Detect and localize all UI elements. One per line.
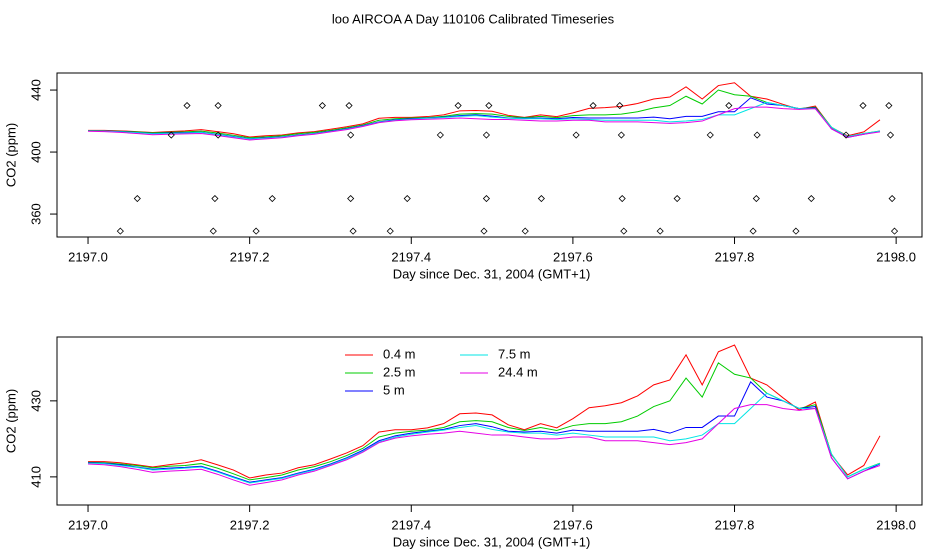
point — [167, 131, 175, 139]
series-line — [88, 404, 881, 486]
point — [268, 194, 276, 203]
x-tick-label: 2197.0 — [68, 249, 108, 264]
point — [537, 194, 545, 203]
legend-label: 7.5 m — [498, 346, 531, 361]
y-axis-label: CO2 (ppm) — [3, 123, 18, 187]
point — [752, 194, 760, 203]
point — [183, 101, 191, 110]
x-tick-label: 2198.0 — [876, 249, 916, 264]
point — [572, 131, 580, 139]
point — [252, 227, 260, 235]
point — [214, 101, 222, 110]
x-axis-label: Day since Dec. 31, 2004 (GMT+1) — [393, 534, 591, 549]
series-line — [88, 101, 881, 140]
x-tick-label: 2197.8 — [715, 517, 755, 532]
legend-label: 5 m — [383, 382, 405, 397]
x-tick-label: 2198.0 — [876, 517, 916, 532]
point — [656, 227, 664, 235]
point — [454, 101, 462, 110]
point — [485, 101, 493, 110]
point — [725, 101, 733, 110]
series-line — [88, 82, 881, 138]
series-line — [88, 381, 881, 483]
point — [345, 101, 353, 110]
point — [209, 227, 217, 235]
plot-frame — [56, 336, 923, 506]
x-tick-label: 2197.6 — [553, 249, 593, 264]
point — [617, 131, 625, 139]
x-tick-label: 2197.2 — [230, 517, 270, 532]
legend-label: 0.4 m — [383, 346, 416, 361]
point — [347, 194, 355, 203]
point — [521, 227, 529, 235]
point — [859, 101, 867, 110]
point — [753, 131, 761, 139]
point — [888, 194, 896, 203]
point — [618, 194, 626, 203]
point — [482, 194, 490, 203]
point — [842, 131, 850, 139]
x-tick-label: 2197.6 — [553, 517, 593, 532]
x-tick-label: 2197.0 — [68, 517, 108, 532]
point — [890, 227, 899, 235]
point — [116, 227, 124, 235]
chart-title: loo AIRCOA A Day 110106 Calibrated Times… — [332, 11, 615, 26]
legend-label: 24.4 m — [498, 364, 538, 379]
point — [749, 227, 757, 235]
point — [133, 194, 141, 203]
y-tick-label: 400 — [28, 141, 43, 163]
series-line — [88, 97, 881, 140]
y-tick-label: 430 — [28, 390, 43, 412]
point — [318, 101, 326, 110]
point — [706, 131, 714, 139]
point — [673, 194, 681, 203]
x-axis-label: Day since Dec. 31, 2004 (GMT+1) — [393, 266, 591, 281]
x-tick-label: 2197.4 — [391, 249, 431, 264]
series-line — [88, 392, 881, 484]
point — [211, 194, 219, 203]
y-axis-label: CO2 (ppm) — [3, 389, 18, 453]
x-tick-label: 2197.4 — [391, 517, 431, 532]
series-line — [88, 362, 881, 481]
point — [616, 101, 624, 110]
point — [347, 131, 355, 139]
point — [792, 227, 800, 235]
point — [436, 131, 444, 139]
point — [349, 227, 357, 235]
x-tick-label: 2197.8 — [715, 249, 755, 264]
series-line — [88, 344, 881, 479]
legend-label: 2.5 m — [383, 364, 416, 379]
point — [885, 101, 893, 110]
point — [807, 194, 815, 203]
y-tick-label: 410 — [28, 466, 43, 488]
point — [482, 131, 490, 139]
point — [214, 131, 222, 139]
point — [480, 227, 488, 235]
point — [886, 131, 895, 139]
plot-frame — [56, 72, 923, 238]
point — [403, 194, 411, 203]
point — [589, 101, 597, 110]
x-tick-label: 2197.2 — [230, 249, 270, 264]
point — [620, 227, 628, 235]
y-tick-label: 440 — [28, 79, 43, 101]
y-tick-label: 360 — [28, 203, 43, 225]
point — [386, 227, 394, 235]
